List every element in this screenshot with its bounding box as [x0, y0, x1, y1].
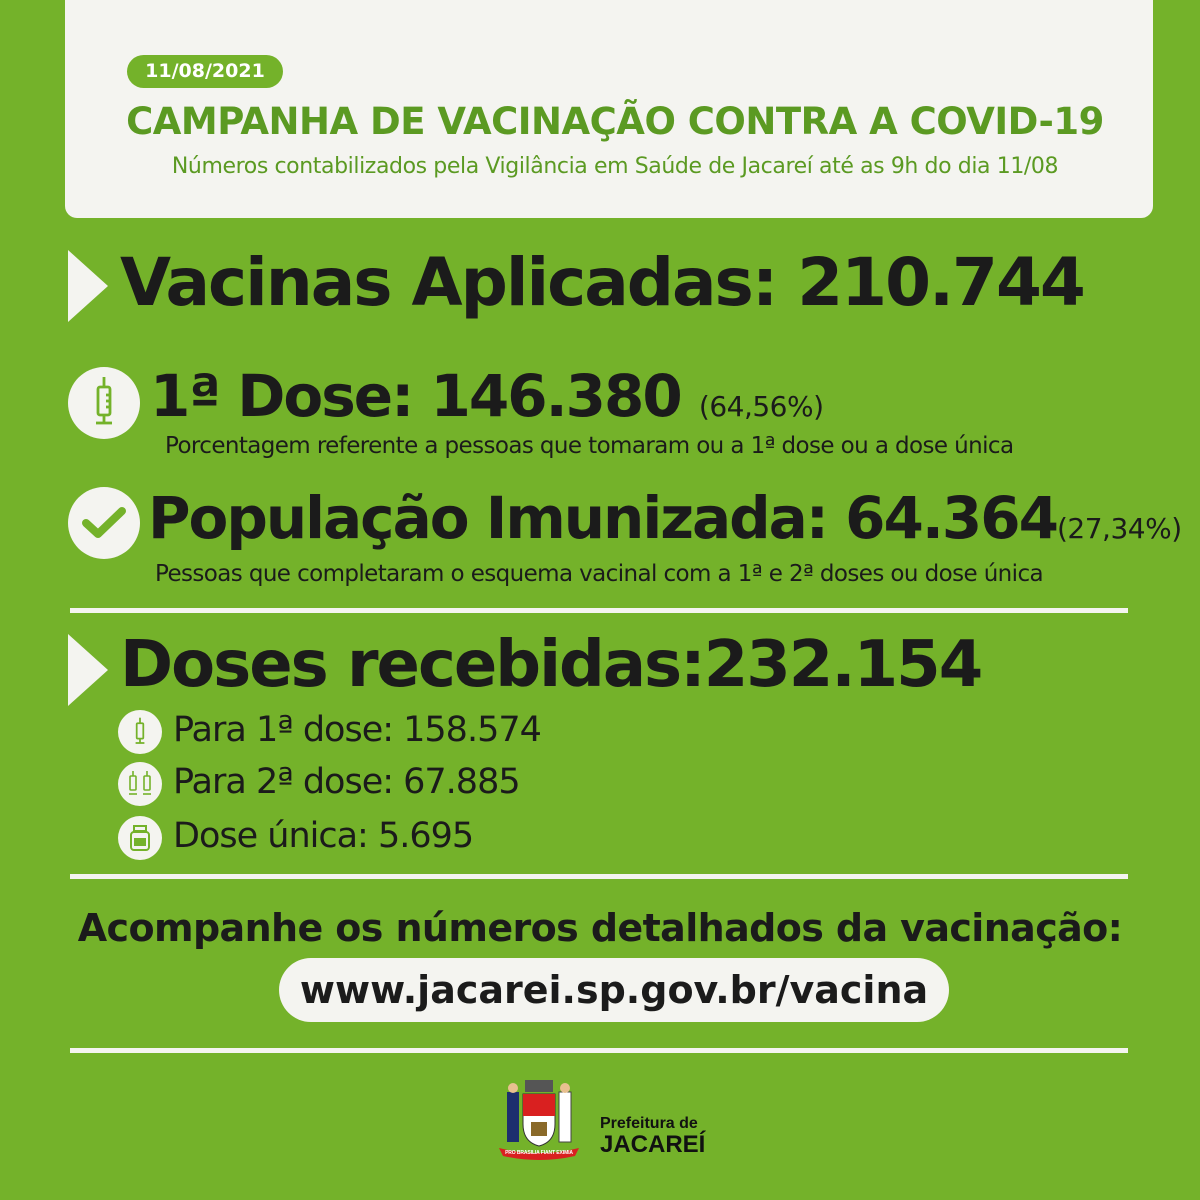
logo-text: Prefeitura de JACAREÍ [600, 1115, 705, 1157]
first-dose-note: Porcentagem referente a pessoas que toma… [165, 433, 1014, 459]
applied-heading: Vacinas Aplicadas: 210.744 [120, 244, 1086, 321]
vial-icon [118, 816, 162, 860]
immunized-label: População Imunizada: [148, 484, 829, 552]
received-item: Para 1ª dose: 158.574 [173, 710, 542, 750]
received-value: 232.154 [703, 628, 983, 702]
two-syringes-icon [118, 762, 162, 806]
applied-label: Vacinas Aplicadas: [120, 244, 778, 321]
first-dose-percent: (64,56%) [698, 390, 824, 423]
syringe-icon [118, 710, 162, 754]
divider [70, 874, 1128, 879]
immunized-note: Pessoas que completaram o esquema vacina… [155, 561, 1044, 587]
immunized-value: 64.364 [845, 484, 1059, 552]
play-triangle-icon [68, 250, 108, 322]
cta-text: Acompanhe os números detalhados da vacin… [77, 906, 1123, 950]
logo-motto-ribbon-text: PRO BRASILIA FIANT EXIMIA [505, 1150, 573, 1156]
received-item: Para 2ª dose: 67.885 [173, 762, 521, 802]
city-coat-of-arms-logo [493, 1074, 585, 1166]
check-icon [68, 487, 140, 559]
received-label: Doses recebidas: [120, 628, 706, 702]
divider [70, 1048, 1128, 1053]
immunized-heading: População Imunizada: 64.364(27,34%) [148, 484, 1182, 552]
vaccine-url-link[interactable]: www.jacarei.sp.gov.br/vacina [279, 958, 949, 1022]
play-triangle-icon [68, 634, 108, 706]
page-title: CAMPANHA DE VACINAÇÃO CONTRA A COVID-19 [126, 100, 1104, 143]
first-dose-label: 1ª Dose: [150, 362, 414, 430]
first-dose-heading: 1ª Dose: 146.380 (64,56%) [150, 362, 824, 430]
header-card [65, 0, 1153, 218]
first-dose-value: 146.380 [430, 362, 683, 430]
page-subtitle: Números contabilizados pela Vigilância e… [171, 154, 1059, 179]
logo-line1: Prefeitura de [600, 1115, 698, 1132]
received-heading: Doses recebidas:232.154 [120, 628, 983, 702]
applied-value: 210.744 [797, 244, 1086, 321]
received-item: Dose única: 5.695 [173, 816, 474, 856]
date-badge: 11/08/2021 [127, 55, 283, 88]
immunized-percent: (27,34%) [1057, 512, 1182, 545]
syringe-icon [68, 367, 140, 439]
divider [70, 608, 1128, 613]
logo-line2: JACAREÍ [600, 1131, 706, 1158]
